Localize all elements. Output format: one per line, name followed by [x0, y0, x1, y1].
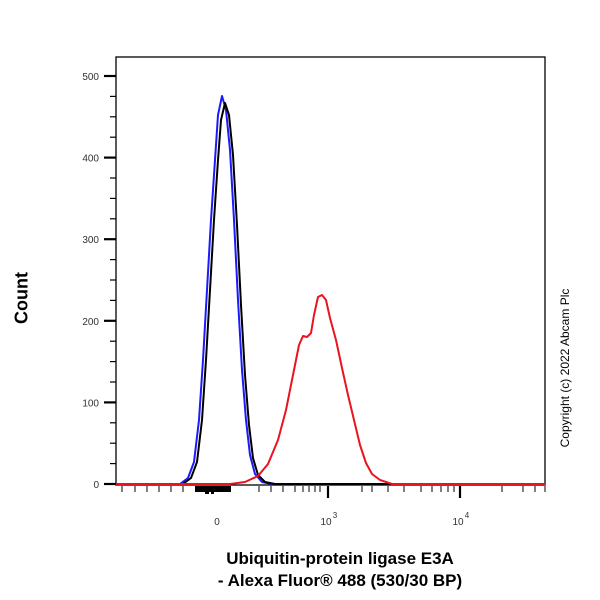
y-tick-label: 0: [93, 480, 99, 491]
x-axis-label: Ubiquitin-protein ligase E3A - Alexa Flu…: [0, 548, 600, 592]
y-tick-label: 100: [82, 398, 99, 409]
black-isotype-control-curve: [116, 102, 545, 485]
y-axis: 0 100 200 300 400 500: [82, 72, 116, 491]
plot-frame: [115, 56, 546, 486]
x-tick-label-1e4: 10: [452, 517, 464, 528]
y-axis-label: Count: [11, 272, 32, 324]
y-tick-label: 400: [82, 154, 99, 165]
x-tick-label-0: 0: [214, 517, 220, 528]
y-tick-label: 200: [82, 317, 99, 328]
y-tick-label: 500: [82, 72, 99, 83]
red-antibody-stained-curve: [116, 294, 545, 485]
svg-text:3: 3: [333, 511, 338, 520]
y-tick-label: 300: [82, 235, 99, 246]
x-tick-label-1e3: 10: [320, 517, 332, 528]
svg-text:4: 4: [465, 511, 470, 520]
x-axis-label-line1: Ubiquitin-protein ligase E3A: [226, 549, 454, 568]
series-group: [116, 95, 545, 485]
copyright-notice: Copyright (c) 2022 Abcam Plc: [558, 288, 572, 448]
x-axis-label-line2: - Alexa Fluor® 488 (530/30 BP): [217, 571, 463, 590]
